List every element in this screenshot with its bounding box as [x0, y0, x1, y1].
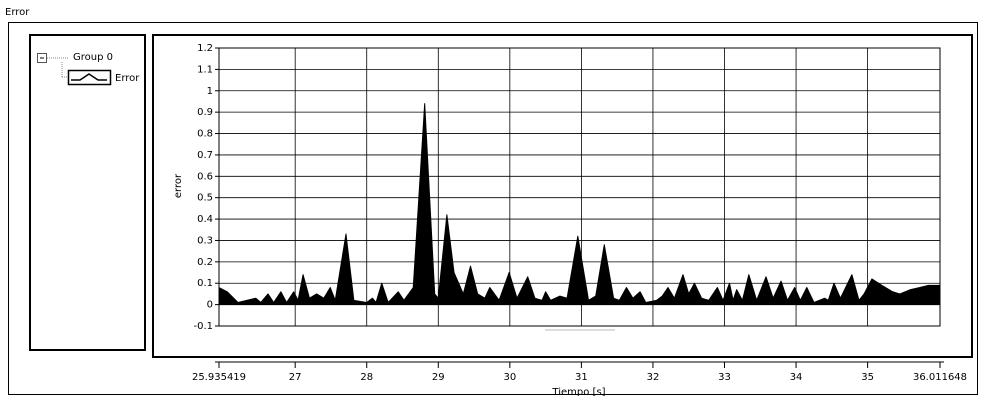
y-tick-label: 0.9: [197, 107, 213, 118]
area: [218, 103, 941, 306]
y-tick-label: 0: [207, 300, 213, 311]
legend-swatch: [67, 69, 112, 86]
x-axis-label: Tiempo [s]: [551, 387, 605, 396]
y-tick-label: 1: [207, 86, 213, 97]
outer-frame: [8, 22, 978, 395]
x-tick-label: 30: [503, 372, 516, 383]
y-tick-label: 0.4: [197, 214, 213, 225]
y-tick-label: 0.3: [197, 235, 213, 246]
x-tick-label: 36.011648: [913, 372, 967, 383]
x-tick-label: 29: [432, 372, 445, 383]
x-tick-label: 33: [718, 372, 731, 383]
legend-group: Group 0: [73, 52, 113, 63]
y-tick-label: 1.1: [197, 64, 213, 75]
panel-title: Error: [5, 7, 30, 18]
x-tick-label: 32: [647, 372, 660, 383]
y-tick-label: 0.1: [197, 278, 213, 289]
x-tick-label: 31: [575, 372, 588, 383]
legend-swatch-line: [71, 73, 107, 81]
y-tick-label: 0.8: [197, 129, 213, 140]
legend-box: [29, 34, 146, 351]
y-tick-label: 0.7: [197, 150, 213, 161]
y-tick-label: 0.6: [197, 171, 213, 182]
y-tick-label: -0.1: [193, 321, 213, 332]
y-tick-label: 1.2: [197, 43, 213, 54]
y-tick-label: 0.5: [197, 193, 213, 204]
x-tick-label: 35: [861, 372, 874, 383]
y-tick-label: 0.2: [197, 257, 213, 268]
x-tick-label: 25.935419: [192, 372, 246, 383]
y-axis-label: error: [173, 173, 184, 198]
x-tick-label: 28: [360, 372, 373, 383]
legend-label: Error: [115, 73, 140, 84]
x-tick-label: 34: [790, 372, 803, 383]
x-tick-label: 27: [289, 372, 302, 383]
